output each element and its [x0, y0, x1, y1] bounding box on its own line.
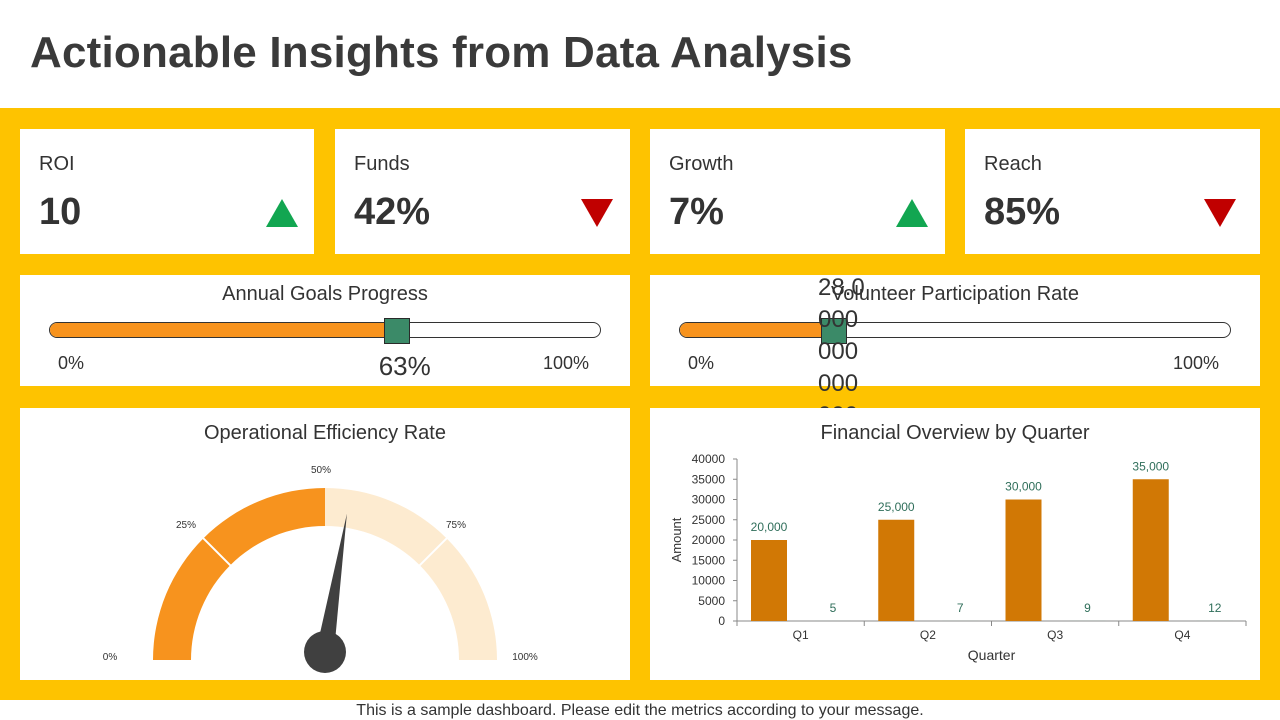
- financial-bar-chart: 0 5000 10000 15000 20000 25000 30000 35000 40000…: [669, 452, 1247, 663]
- page-title: Actionable Insights from Data Analysis: [30, 28, 853, 77]
- gauge-tick-label: 75%: [446, 520, 466, 531]
- kpi-card-growth: Growth 7%: [650, 129, 945, 254]
- kpi-value: 42%: [354, 191, 431, 233]
- data-label: 30,000: [1005, 480, 1042, 494]
- volunteer-card: Volunteer Participation Rate 0% 100%: [650, 275, 1260, 386]
- progress-value-label: 63%: [378, 351, 431, 381]
- y-axis-label: Amount: [669, 517, 684, 562]
- y-tick-label: 40000: [692, 452, 726, 466]
- progress-handle[interactable]: [820, 318, 847, 344]
- kpi-label: Funds: [354, 153, 410, 175]
- gauge-hub: [304, 631, 346, 673]
- bar: [878, 519, 915, 621]
- y-tick-label: 10000: [692, 574, 726, 588]
- progress-min-label: 0%: [688, 353, 715, 373]
- card-title: Operational Efficiency Rate: [204, 422, 446, 444]
- gauge-divider: [417, 536, 449, 568]
- kpi-value: 85%: [984, 191, 1061, 233]
- gauge-tick-label: 25%: [176, 520, 196, 531]
- progress-min-label: 0%: [58, 353, 85, 373]
- y-tick-label: 15000: [692, 553, 726, 567]
- x-axis-label: Quarter: [968, 647, 1016, 663]
- kpi-value: 10: [39, 191, 82, 233]
- progress-track[interactable]: [679, 322, 1231, 338]
- data-label: 35,000: [1132, 459, 1169, 473]
- data-label: 12: [1208, 601, 1222, 615]
- kpi-card-funds: Funds 42%: [335, 129, 630, 254]
- gauge-empty-arc: [325, 488, 497, 660]
- kpi-label: ROI: [39, 153, 75, 175]
- gauge-tick-label: 50%: [311, 465, 331, 476]
- trend-down-icon: [1204, 199, 1236, 227]
- progress-max-label: 100%: [1173, 353, 1220, 373]
- y-tick-label: 20000: [692, 533, 726, 547]
- y-tick-label: 0: [718, 614, 725, 628]
- trend-down-icon: [581, 199, 613, 227]
- progress-fill: [680, 323, 834, 337]
- gauge-filled-arc: [153, 488, 325, 660]
- data-label: 20,000: [751, 520, 788, 534]
- x-tick-label: Q4: [1174, 628, 1190, 642]
- financial-card: Financial Overview by Quarter 0 5000 10000…: [650, 408, 1260, 680]
- data-label: 25,000: [878, 500, 915, 514]
- gauge-tick-label: 0%: [103, 652, 118, 663]
- x-tick-label: Q1: [793, 628, 809, 642]
- trend-up-icon: [266, 199, 298, 227]
- x-tick-label: Q3: [1047, 628, 1063, 642]
- card-title: Annual Goals Progress: [222, 283, 428, 305]
- progress-max-label: 100%: [543, 353, 590, 373]
- kpi-card-reach: Reach 85%: [965, 129, 1260, 254]
- bar: [1005, 499, 1042, 621]
- gauge-tick-label: 100%: [512, 652, 538, 663]
- y-tick-label: 30000: [692, 493, 726, 507]
- progress-track[interactable]: [49, 322, 601, 338]
- kpi-label: Growth: [669, 153, 734, 175]
- kpi-value: 7%: [669, 191, 724, 233]
- data-label: 9: [1084, 601, 1091, 615]
- y-tick-label: 25000: [692, 513, 726, 527]
- footer-note: This is a sample dashboard. Please edit …: [356, 702, 924, 719]
- kpi-card-roi: ROI 10: [20, 129, 314, 254]
- bar: [751, 540, 787, 621]
- trend-up-icon: [896, 199, 928, 227]
- gauge-needle: [316, 513, 347, 654]
- gauge-divider: [201, 536, 233, 568]
- annual-goals-card: Annual Goals Progress 0% 100% 63%: [20, 275, 630, 386]
- y-tick-label: 35000: [692, 472, 726, 486]
- progress-fill: [50, 323, 397, 337]
- efficiency-card: Operational Efficiency Rate 0% 25% 50% 7…: [20, 408, 630, 680]
- chart-title: Financial Overview by Quarter: [820, 422, 1090, 444]
- efficiency-gauge: 0% 25% 50% 75% 100%: [103, 465, 538, 673]
- y-tick-label: 5000: [698, 594, 725, 608]
- kpi-label: Reach: [984, 153, 1042, 175]
- bar: [1132, 479, 1169, 621]
- card-title: Volunteer Participation Rate: [831, 283, 1079, 305]
- x-tick-label: Q2: [920, 628, 936, 642]
- data-label: 5: [830, 601, 837, 615]
- progress-handle[interactable]: [383, 318, 410, 344]
- data-label: 7: [957, 601, 964, 615]
